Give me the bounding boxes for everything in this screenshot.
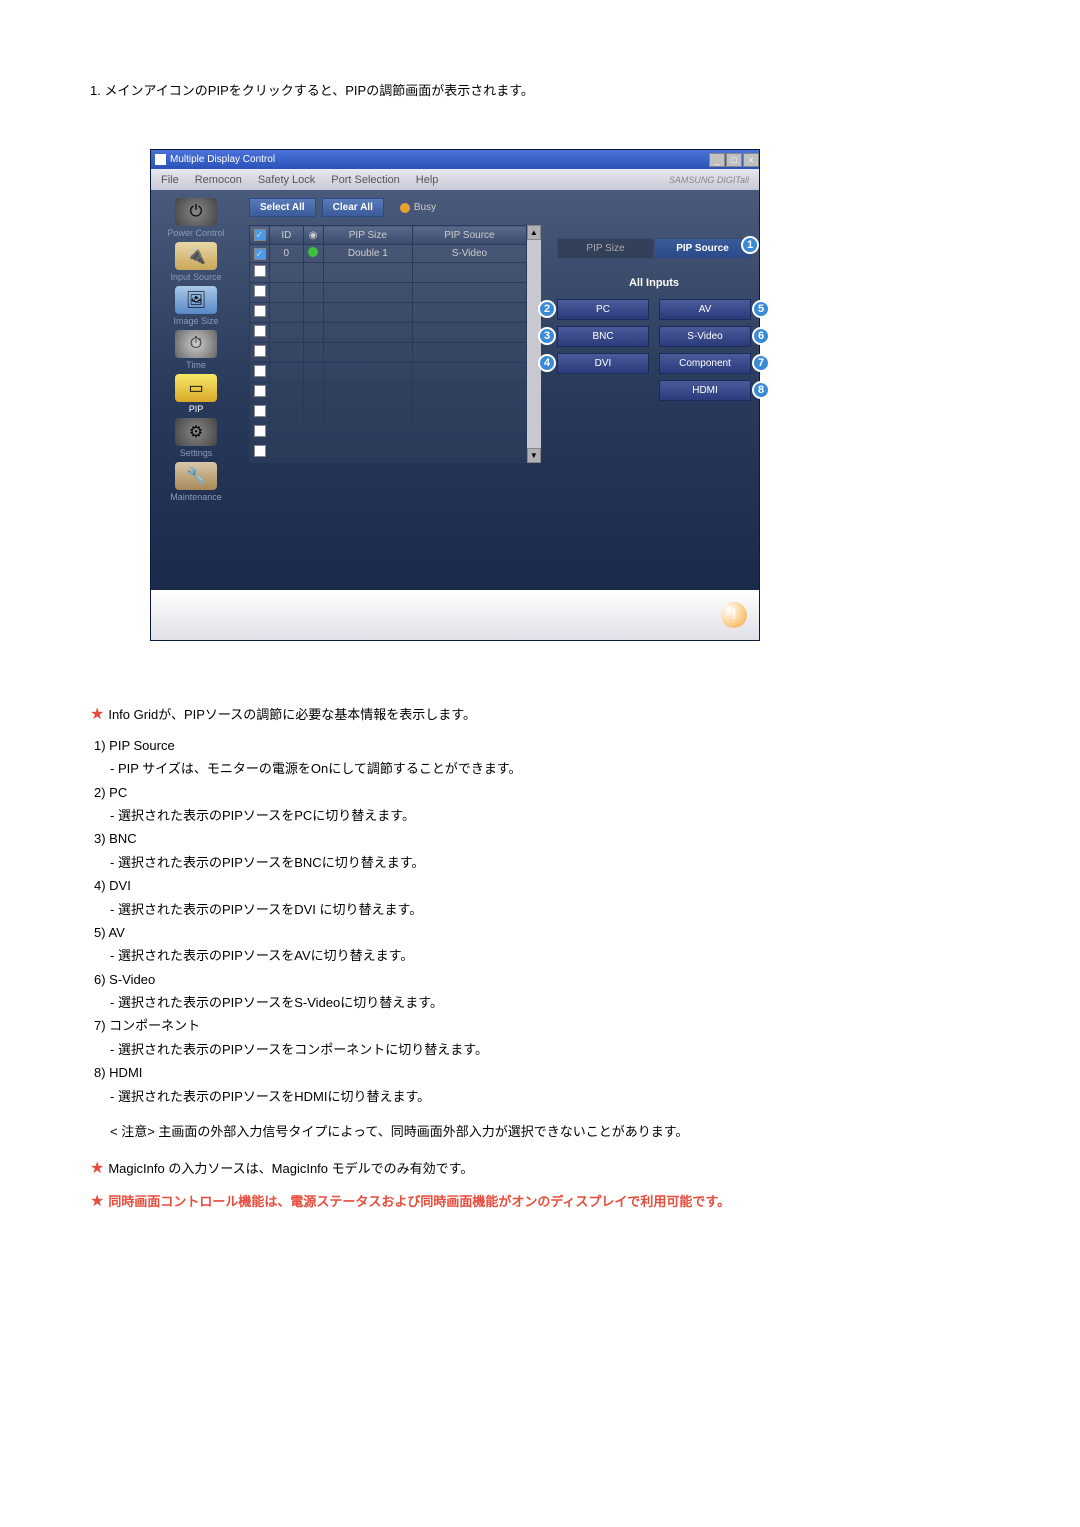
input-dvi[interactable]: DVI4 (557, 353, 649, 374)
col-status: ◉ (303, 226, 323, 245)
col-pip-source[interactable]: PIP Source (413, 226, 527, 245)
menu-safety[interactable]: Safety Lock (258, 174, 315, 186)
note-item-8: 8) HDMI (94, 1061, 990, 1084)
right-panel: PIP Size PIP Source 1 All Inputs PC2 AV5… (549, 190, 759, 590)
note-item-1: 1) PIP Source (94, 734, 990, 757)
callout-5: 5 (752, 300, 770, 318)
callout-8: 8 (752, 381, 770, 399)
menu-bar: File Remocon Safety Lock Port Selection … (151, 169, 759, 190)
busy-indicator: Busy (400, 202, 436, 213)
col-id[interactable]: ID (270, 226, 304, 245)
table-row[interactable] (250, 383, 527, 403)
warning-icon: ! (721, 602, 747, 628)
col-pip-size[interactable]: PIP Size (323, 226, 412, 245)
table-row[interactable]: ✓ 0 Double 1 S-Video (250, 245, 527, 263)
table-row[interactable] (250, 303, 527, 323)
note-item-7: 7) コンポーネント (94, 1014, 990, 1037)
callout-3: 3 (538, 327, 556, 345)
table-row[interactable] (250, 283, 527, 303)
row-checkbox[interactable] (254, 425, 266, 437)
caution-note: < 注意> 主画面の外部入力信号タイプによって、同時画面外部入力が選択できないこ… (110, 1120, 990, 1143)
row-checkbox[interactable] (254, 365, 266, 377)
table-row[interactable] (250, 443, 527, 463)
table-row[interactable] (250, 343, 527, 363)
input-pc[interactable]: PC2 (557, 299, 649, 320)
menu-remocon[interactable]: Remocon (195, 174, 242, 186)
table-row[interactable] (250, 263, 527, 283)
header-checkbox[interactable]: ✓ (254, 229, 266, 241)
menu-help[interactable]: Help (416, 174, 439, 186)
input-bnc[interactable]: BNC3 (557, 326, 649, 347)
status-bar: ! (151, 590, 759, 640)
notes-section: ★Info Gridが、PIPソースの調節に必要な基本情報を表示します。 1) … (90, 701, 990, 1217)
table-row[interactable] (250, 423, 527, 443)
input-hdmi[interactable]: HDMI8 (659, 380, 751, 401)
all-inputs-label: All Inputs (557, 277, 751, 289)
sidebar-maint[interactable]: 🔧Maintenance (151, 462, 241, 502)
row-checkbox[interactable]: ✓ (254, 248, 266, 260)
title-bar: Multiple Display Control _ □ × (151, 150, 759, 169)
table-row[interactable] (250, 403, 527, 423)
intro-text: 1. メインアイコンのPIPをクリックすると、PIPの調節画面が表示されます。 (90, 80, 990, 99)
sidebar-imgsize[interactable]: 🖼Image Size (151, 286, 241, 326)
menu-port[interactable]: Port Selection (331, 174, 399, 186)
status-icon (308, 247, 318, 257)
row-checkbox[interactable] (254, 325, 266, 337)
sidebar-input[interactable]: 🔌Input Source (151, 242, 241, 282)
row-checkbox[interactable] (254, 345, 266, 357)
input-component[interactable]: Component7 (659, 353, 751, 374)
input-av[interactable]: AV5 (659, 299, 751, 320)
minimize-button[interactable]: _ (709, 153, 725, 167)
select-all-button[interactable]: Select All (249, 198, 316, 217)
callout-7: 7 (752, 354, 770, 372)
star-icon: ★ (90, 706, 104, 723)
callout-4: 4 (538, 354, 556, 372)
row-checkbox[interactable] (254, 285, 266, 297)
sidebar: ⏻Power Control 🔌Input Source 🖼Image Size… (151, 190, 241, 590)
row-checkbox[interactable] (254, 265, 266, 277)
brand-label: SAMSUNG DIGITall (669, 175, 749, 185)
scroll-up-icon[interactable]: ▲ (527, 225, 541, 240)
red-warning: 同時画面コントロール機能は、電源ステータスおよび同時画面機能がオンのディスプレイ… (108, 1194, 730, 1209)
note-item-5: 5) AV (94, 921, 990, 944)
star-icon: ★ (90, 1193, 104, 1210)
menu-file[interactable]: File (161, 174, 179, 186)
scrollbar[interactable]: ▲ ▼ (527, 225, 541, 463)
sidebar-time[interactable]: ⏱Time (151, 330, 241, 370)
note-item-6: 6) S-Video (94, 968, 990, 991)
table-row[interactable] (250, 363, 527, 383)
sidebar-pip[interactable]: ▭PIP (151, 374, 241, 414)
sidebar-power[interactable]: ⏻Power Control (151, 198, 241, 238)
app-icon (155, 154, 166, 165)
row-checkbox[interactable] (254, 445, 266, 457)
row-checkbox[interactable] (254, 385, 266, 397)
app-window: Multiple Display Control _ □ × File Remo… (150, 149, 760, 641)
tab-pip-size[interactable]: PIP Size (557, 238, 654, 259)
note-item-4: 4) DVI (94, 874, 990, 897)
sidebar-settings[interactable]: ⚙Settings (151, 418, 241, 458)
row-checkbox[interactable] (254, 405, 266, 417)
star-icon: ★ (90, 1160, 104, 1177)
scroll-down-icon[interactable]: ▼ (527, 448, 541, 463)
callout-6: 6 (752, 327, 770, 345)
note-item-2: 2) PC (94, 781, 990, 804)
row-checkbox[interactable] (254, 305, 266, 317)
table-row[interactable] (250, 323, 527, 343)
center-panel: Select All Clear All Busy ✓ ID ◉ PIP Siz… (241, 190, 549, 590)
close-button[interactable]: × (743, 153, 759, 167)
clear-all-button[interactable]: Clear All (322, 198, 384, 217)
note-item-3: 3) BNC (94, 827, 990, 850)
tab-pip-source[interactable]: PIP Source (654, 238, 751, 259)
display-grid: ✓ ID ◉ PIP Size PIP Source ✓ 0 Double 1 … (249, 225, 527, 463)
maximize-button[interactable]: □ (726, 153, 742, 167)
input-svideo[interactable]: S-Video6 (659, 326, 751, 347)
callout-1: 1 (741, 236, 759, 254)
window-title: Multiple Display Control (170, 154, 275, 165)
busy-icon (400, 203, 410, 213)
callout-2: 2 (538, 300, 556, 318)
